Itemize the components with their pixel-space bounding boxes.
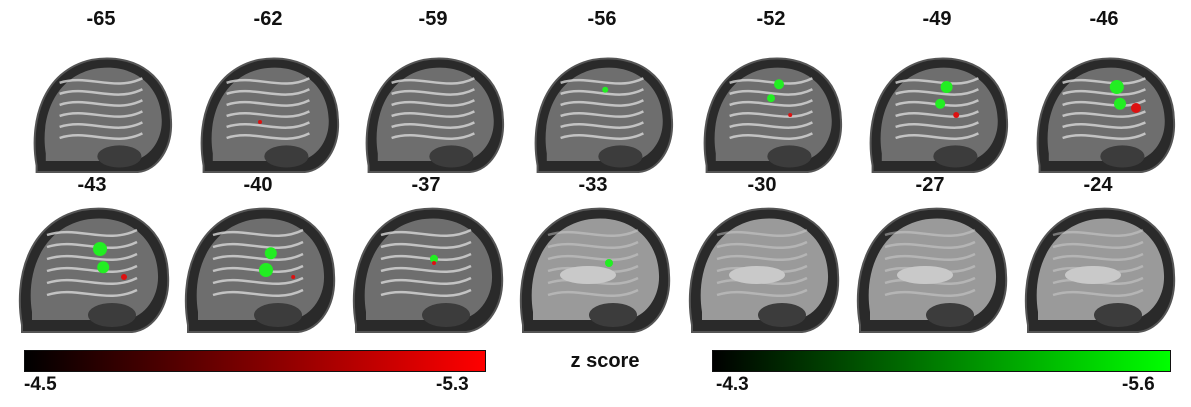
brain-slice-image: [184, 207, 336, 333]
slice-label: -37: [411, 174, 441, 196]
slice-label: -24: [1083, 174, 1113, 196]
brain-slice-image: [856, 207, 1008, 333]
brain-slice-image: [365, 57, 504, 174]
brain-slice-image: [869, 57, 1008, 174]
red-colorbar-max-label: -5.3: [436, 374, 469, 395]
slice-label: -27: [915, 174, 945, 196]
brain-slice-image: [688, 207, 840, 333]
slice-label: -65: [86, 8, 116, 30]
slice-label: -43: [77, 174, 107, 196]
green-colorbar-min-label: -4.3: [716, 374, 749, 395]
red-colorbar: [24, 350, 486, 372]
red-colorbar-min-label: -4.5: [24, 374, 57, 395]
brain-slice-image: [1024, 207, 1176, 333]
slice-label: -40: [243, 174, 273, 196]
brain-slice-image: [200, 57, 339, 174]
green-colorbar-max-label: -5.6: [1122, 374, 1155, 395]
slice-label: -49: [922, 8, 952, 30]
slice-label: -62: [253, 8, 283, 30]
slice-label: -52: [756, 8, 786, 30]
colorbar-title: z score: [570, 350, 640, 372]
brain-slice-image: [33, 57, 172, 174]
brain-slice-image: [352, 207, 504, 333]
brain-slice-image: [519, 207, 671, 333]
brain-slice-image: [703, 57, 842, 174]
brain-slice-image: [18, 207, 170, 333]
brain-slice-image: [534, 57, 673, 174]
slice-label: -33: [578, 174, 608, 196]
slice-label: -46: [1089, 8, 1119, 30]
slice-label: -56: [587, 8, 617, 30]
brain-slice-image: [1036, 57, 1175, 174]
slice-label: -59: [418, 8, 448, 30]
slice-label: -30: [747, 174, 777, 196]
green-colorbar: [712, 350, 1171, 372]
